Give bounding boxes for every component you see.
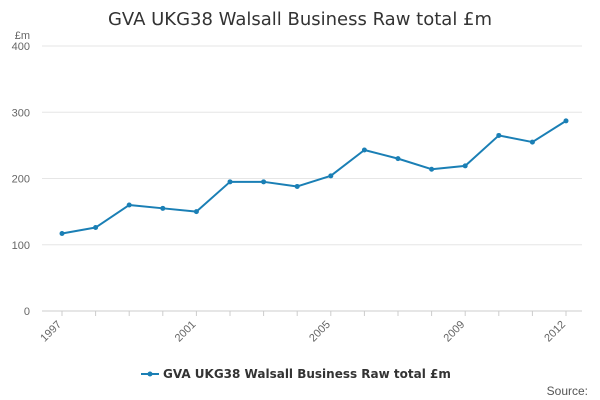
x-tick-label-2009: 2009	[442, 319, 468, 345]
x-axis-ticks: 1997 2001 2005 2009 2012	[38, 311, 568, 344]
legend[interactable]: GVA UKG38 Walsall Business Raw total £m	[141, 367, 451, 381]
x-tick-label-1997: 1997	[38, 319, 64, 345]
legend-marker-swatch	[147, 371, 153, 377]
legend-label: GVA UKG38 Walsall Business Raw total £m	[163, 367, 451, 381]
series-line-0	[61, 120, 567, 235]
data-point-2010[interactable]	[496, 132, 502, 138]
y-tick-label-200: 200	[12, 174, 30, 186]
data-point-1997[interactable]	[59, 230, 65, 236]
data-point-2007[interactable]	[395, 156, 401, 162]
data-point-2012[interactable]	[563, 118, 569, 124]
data-point-2011[interactable]	[529, 139, 535, 145]
y-tick-label-0: 0	[24, 306, 30, 318]
data-point-2002[interactable]	[227, 179, 233, 185]
y-tick-label-100: 100	[12, 240, 30, 252]
y-axis-unit-label: £m	[15, 30, 30, 42]
series-group	[59, 118, 569, 236]
data-point-2000[interactable]	[160, 205, 166, 211]
data-point-2004[interactable]	[294, 183, 300, 189]
chart-title: GVA UKG38 Walsall Business Raw total £m	[108, 9, 492, 30]
data-point-2006[interactable]	[361, 147, 367, 153]
data-point-2001[interactable]	[193, 209, 199, 215]
x-tick-label-2001: 2001	[173, 319, 199, 345]
y-tick-label-300: 300	[12, 107, 30, 119]
source-label: Source:	[547, 384, 588, 398]
x-tick-label-2005: 2005	[307, 319, 333, 345]
y-tick-label-400: 400	[12, 41, 30, 53]
x-tick-label-2012: 2012	[542, 319, 568, 345]
data-point-2005[interactable]	[328, 173, 334, 179]
data-point-1999[interactable]	[126, 202, 132, 208]
y-axis-ticks: 0 100 200 300 400	[12, 41, 30, 318]
data-point-2003[interactable]	[261, 179, 267, 185]
gridlines	[42, 45, 582, 312]
data-point-2009[interactable]	[462, 163, 468, 169]
data-point-2008[interactable]	[429, 166, 435, 172]
data-point-1998[interactable]	[93, 225, 99, 231]
